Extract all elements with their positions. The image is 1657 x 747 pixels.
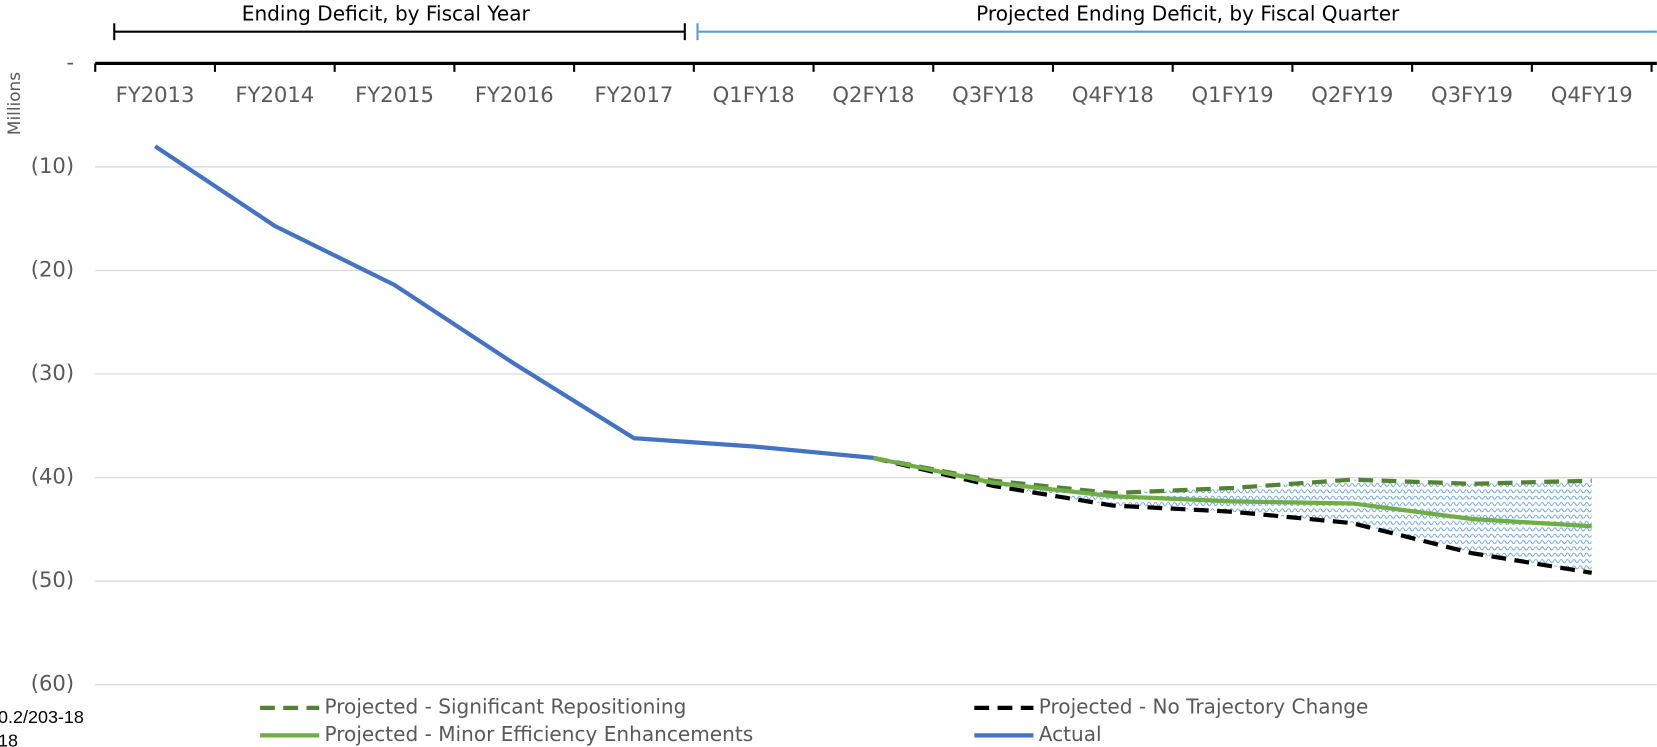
y-tick-label: (20) xyxy=(31,256,74,281)
annotation: Projected Ending Deficit, by Fiscal Quar… xyxy=(976,1,1400,25)
x-tick-label: Q4FY18 xyxy=(1072,82,1154,107)
x-tick-label: Q1FY19 xyxy=(1192,82,1274,107)
annotation: Ending Deficit, by Fiscal Year xyxy=(242,1,531,25)
series-line xyxy=(872,455,1592,529)
x-tick-label: FY2016 xyxy=(475,82,554,107)
x-tick-label: Q4FY19 xyxy=(1551,82,1633,107)
series-line xyxy=(153,144,874,461)
y-axis-label: Millions xyxy=(4,72,24,135)
legend-label: Actual xyxy=(1039,722,1102,746)
y-tick-label: (30) xyxy=(31,360,74,385)
y-tick-label: (50) xyxy=(31,567,74,592)
x-tick-label: Q2FY18 xyxy=(832,82,914,107)
x-tick-label: FY2015 xyxy=(355,82,434,107)
legend-label: Projected - Minor Efficiency Enhancement… xyxy=(325,722,754,746)
x-tick-label: Q2FY19 xyxy=(1311,82,1393,107)
projection-band xyxy=(873,457,1592,573)
legend-label: Projected - No Trajectory Change xyxy=(1039,694,1369,718)
x-tick-label: Q3FY19 xyxy=(1431,82,1513,107)
x-tick-label: FY2014 xyxy=(235,82,314,107)
x-tick-label: FY2017 xyxy=(595,82,674,107)
period-brackets: Ending Deficit, by Fiscal Year Projected… xyxy=(113,1,1657,41)
y-tick-label: (60) xyxy=(31,671,74,696)
series-line xyxy=(872,455,1593,575)
legend-label: Projected - Significant Repositioning xyxy=(325,694,687,718)
x-tick-label: Q3FY18 xyxy=(952,82,1034,107)
y-tick-label: (40) xyxy=(31,464,74,489)
footnote: 0.2/203-18 xyxy=(0,707,84,727)
x-tick-label: Q1FY18 xyxy=(713,82,795,107)
x-tick-label: FY2013 xyxy=(116,82,195,107)
y-tick-label: (10) xyxy=(31,153,74,178)
footnote: 18 xyxy=(0,730,18,747)
y-tick-label: - xyxy=(66,49,74,74)
